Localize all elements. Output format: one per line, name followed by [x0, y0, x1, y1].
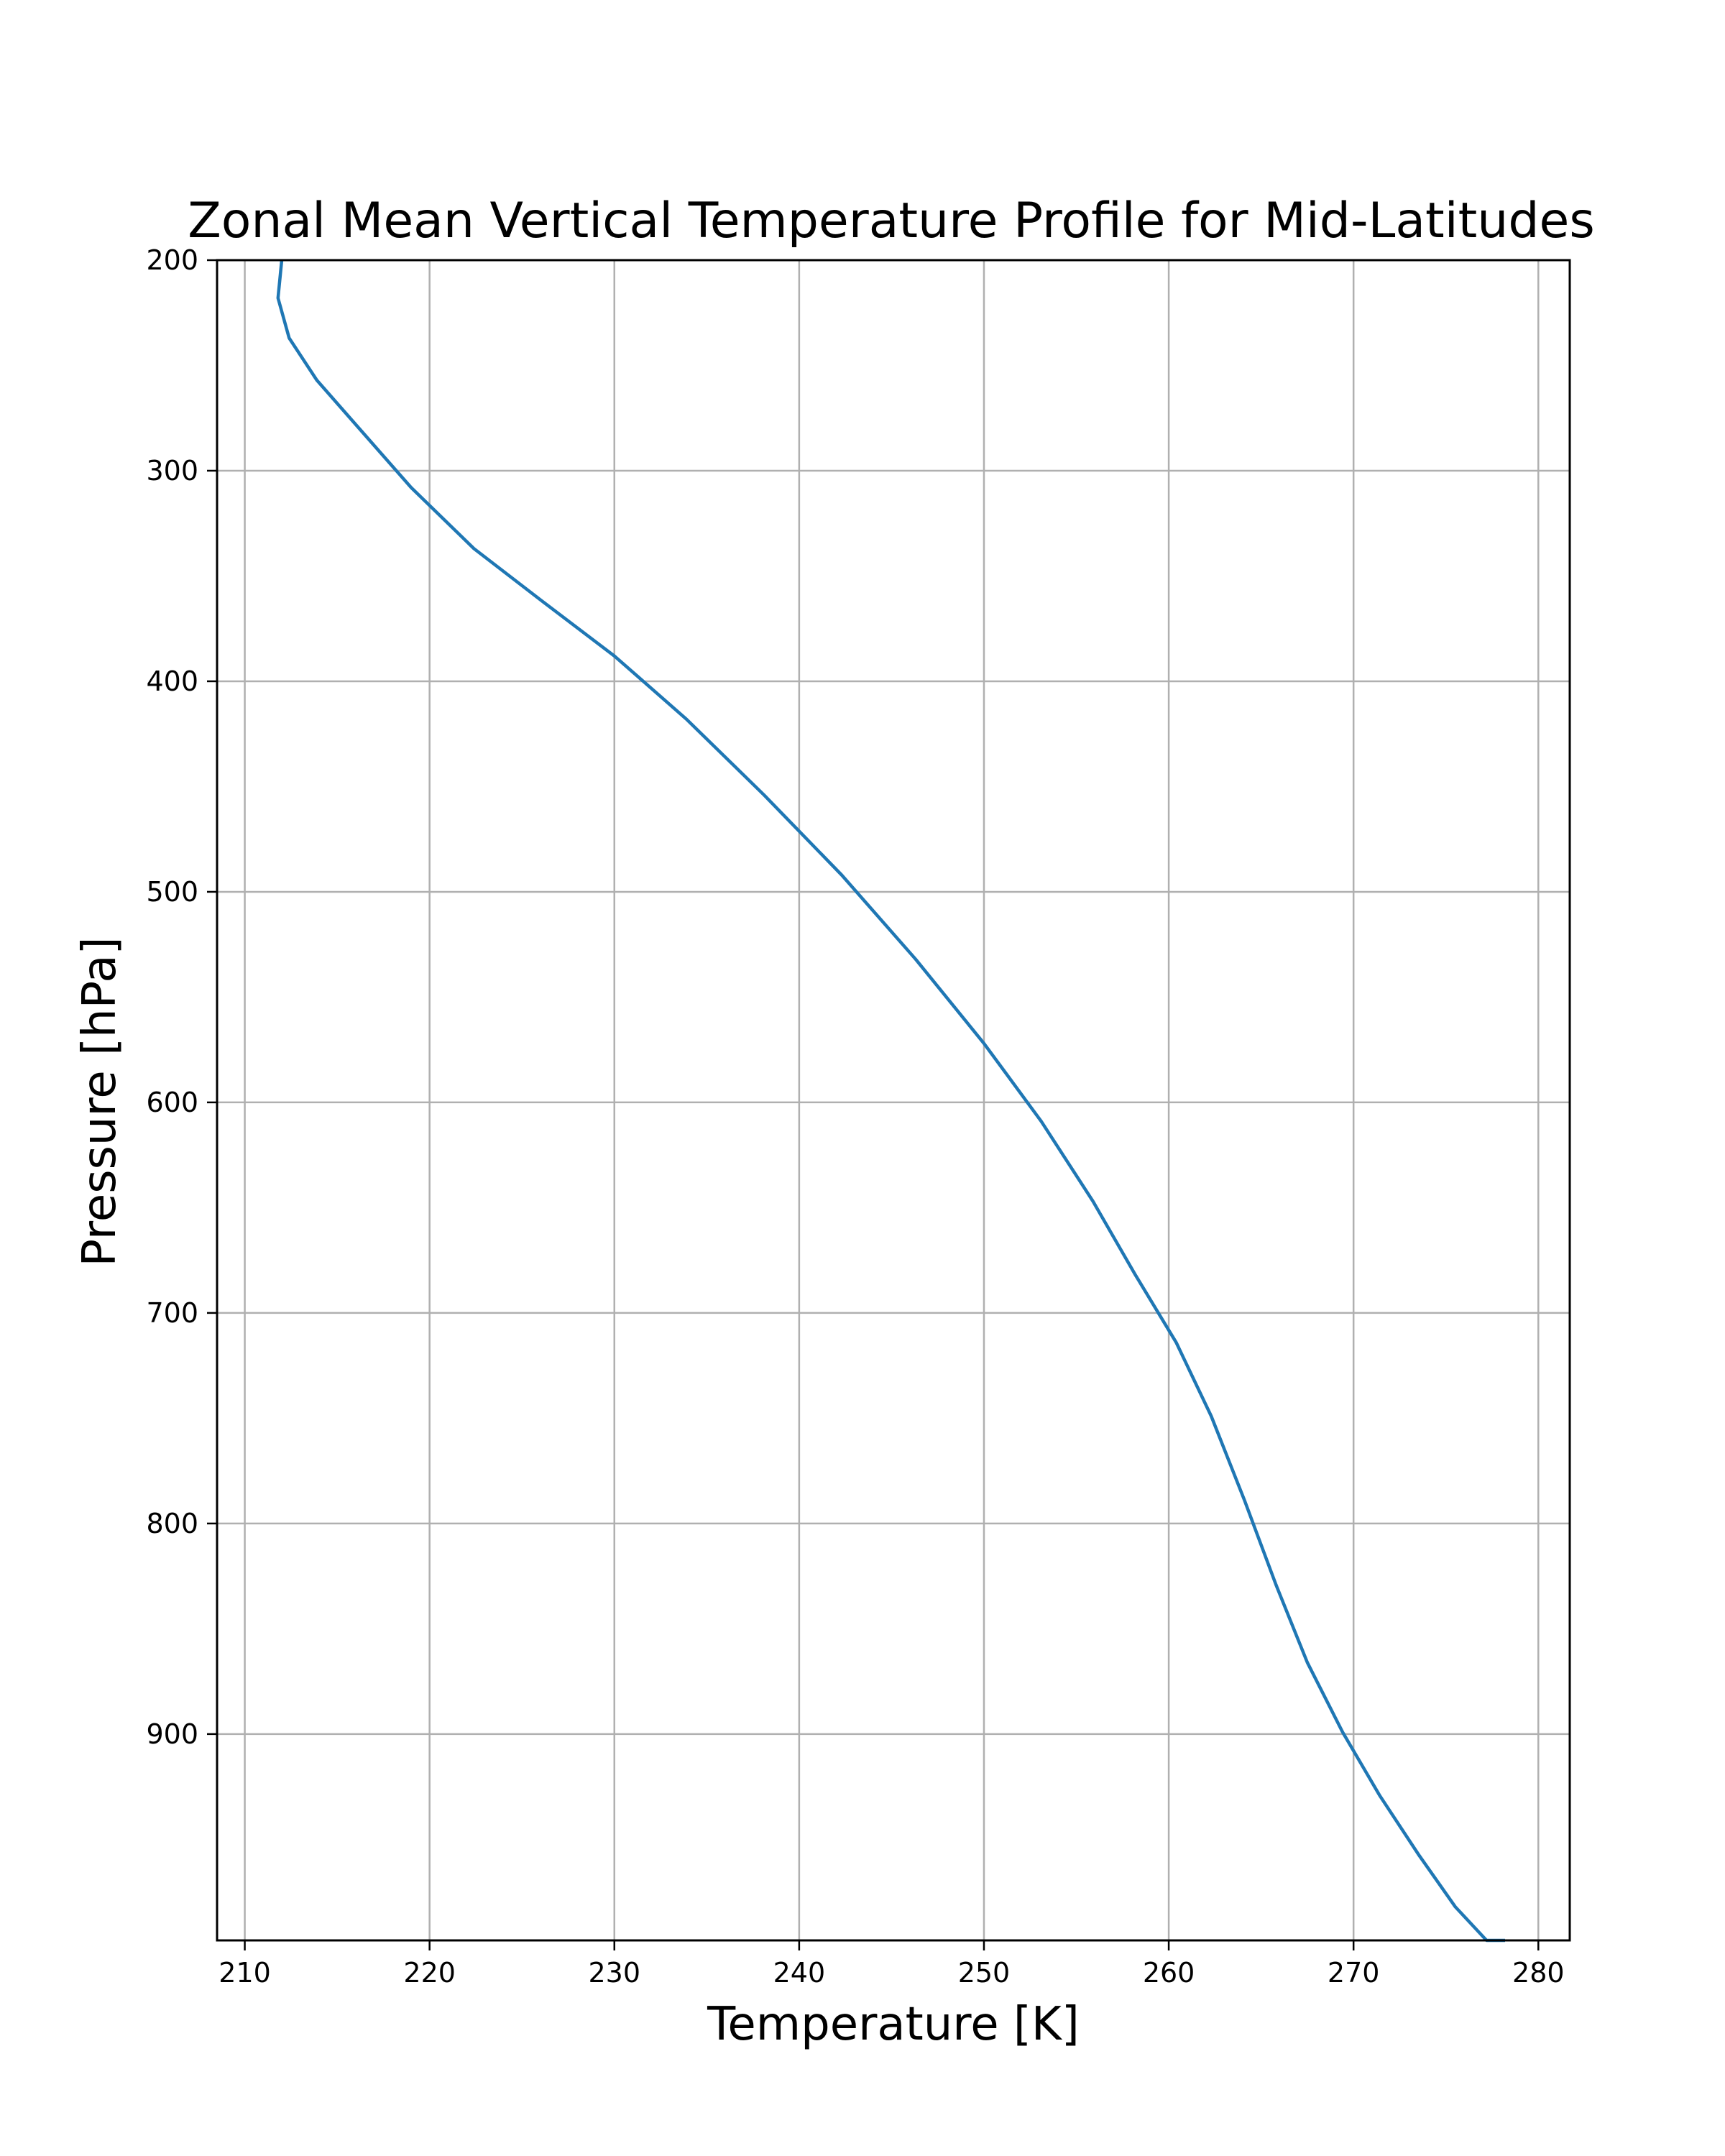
ticks-group: 210 220 230 240 250 260 270 280 200 300 400 500 600 7… — [146, 244, 1564, 1989]
y-tick-label: 500 — [146, 876, 198, 908]
grid-lines — [217, 259, 1570, 1940]
temperature-profile-line — [276, 259, 1505, 1943]
y-tick-label: 600 — [146, 1087, 198, 1118]
y-tick-label: 200 — [146, 244, 198, 276]
x-tick-label: 260 — [1143, 1957, 1195, 1989]
x-tick-label: 220 — [403, 1957, 456, 1989]
y-tick-label: 800 — [146, 1508, 198, 1539]
series-group — [276, 259, 1505, 1943]
y-tick-label: 700 — [146, 1297, 198, 1329]
x-axis-label: Temperature [K] — [707, 1998, 1080, 2051]
y-tick-label: 900 — [146, 1718, 198, 1750]
plot-frame — [216, 259, 1571, 1942]
x-tick-label: 280 — [1512, 1957, 1565, 1989]
y-axis-label: Pressure [hPa] — [73, 936, 126, 1266]
x-tick-label: 240 — [773, 1957, 826, 1989]
x-tick-label: 250 — [958, 1957, 1011, 1989]
chart-title: Zonal Mean Vertical Temperature Profile … — [188, 193, 1595, 249]
x-tick-label: 270 — [1328, 1957, 1380, 1989]
x-tick-label: 210 — [218, 1957, 271, 1989]
x-tick-label: 230 — [589, 1957, 641, 1989]
y-tick-label: 300 — [146, 455, 198, 487]
y-tick-label: 400 — [146, 665, 198, 697]
